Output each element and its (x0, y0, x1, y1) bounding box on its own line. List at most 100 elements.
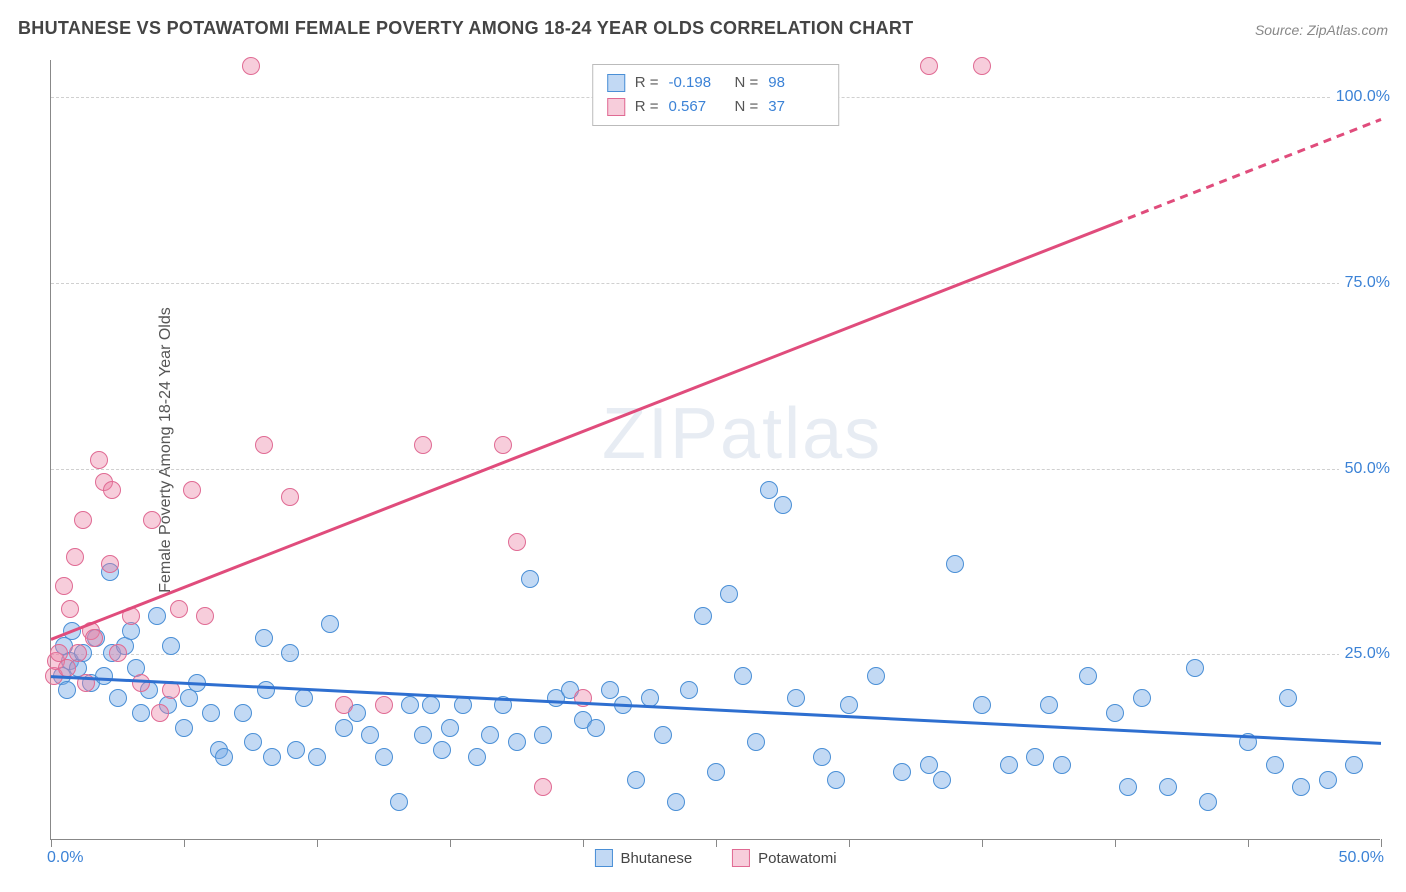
data-point-potawatomi (574, 689, 592, 707)
y-axis-title: Female Poverty Among 18-24 Year Olds (157, 307, 175, 593)
data-point-bhutanese (973, 696, 991, 714)
data-point-bhutanese (441, 719, 459, 737)
data-point-bhutanese (747, 733, 765, 751)
data-point-bhutanese (468, 748, 486, 766)
legend-item-potawatomi: Potawatomi (732, 849, 836, 867)
y-axis-tick-label: 75.0% (1339, 274, 1390, 292)
data-point-bhutanese (481, 726, 499, 744)
data-point-bhutanese (401, 696, 419, 714)
data-point-potawatomi (255, 436, 273, 454)
source-attribution: Source: ZipAtlas.com (1255, 22, 1388, 38)
correlation-legend: R = -0.198 N = 98 R = 0.567 N = 37 (592, 64, 840, 126)
n-label: N = (735, 95, 759, 119)
data-point-bhutanese (109, 689, 127, 707)
data-point-potawatomi (494, 436, 512, 454)
n-value-potawatomi: 37 (768, 95, 824, 119)
x-axis-tick (1115, 839, 1116, 847)
data-point-bhutanese (361, 726, 379, 744)
data-point-bhutanese (654, 726, 672, 744)
data-point-bhutanese (257, 681, 275, 699)
data-point-bhutanese (281, 644, 299, 662)
data-point-bhutanese (422, 696, 440, 714)
data-point-bhutanese (244, 733, 262, 751)
data-point-bhutanese (335, 719, 353, 737)
data-point-bhutanese (95, 667, 113, 685)
data-point-bhutanese (1159, 778, 1177, 796)
y-axis-tick-label: 100.0% (1330, 88, 1390, 106)
data-point-bhutanese (840, 696, 858, 714)
y-axis-tick-label: 50.0% (1339, 460, 1390, 478)
data-point-bhutanese (234, 704, 252, 722)
data-point-bhutanese (202, 704, 220, 722)
n-label: N = (735, 71, 759, 95)
data-point-bhutanese (454, 696, 472, 714)
data-point-bhutanese (601, 681, 619, 699)
data-point-bhutanese (1053, 756, 1071, 774)
data-point-bhutanese (946, 555, 964, 573)
data-point-bhutanese (667, 793, 685, 811)
swatch-potawatomi (732, 849, 750, 867)
data-point-potawatomi (103, 481, 121, 499)
x-axis-tick (849, 839, 850, 847)
data-point-bhutanese (162, 637, 180, 655)
trendline-potawatomi (51, 223, 1115, 639)
swatch-bhutanese (607, 74, 625, 92)
gridline-horizontal (51, 469, 1380, 470)
chart-plot-area: Female Poverty Among 18-24 Year Olds ZIP… (50, 60, 1380, 840)
data-point-bhutanese (263, 748, 281, 766)
data-point-bhutanese (1239, 733, 1257, 751)
data-point-potawatomi (74, 511, 92, 529)
data-point-potawatomi (101, 555, 119, 573)
data-point-bhutanese (1345, 756, 1363, 774)
data-point-bhutanese (148, 607, 166, 625)
data-point-bhutanese (933, 771, 951, 789)
data-point-bhutanese (867, 667, 885, 685)
y-axis-tick-label: 25.0% (1339, 645, 1390, 663)
gridline-horizontal (51, 283, 1380, 284)
watermark: ZIPatlas (602, 393, 882, 475)
legend-row-bhutanese: R = -0.198 N = 98 (607, 71, 825, 95)
x-axis-tick (184, 839, 185, 847)
x-axis-tick (317, 839, 318, 847)
data-point-bhutanese (414, 726, 432, 744)
data-point-potawatomi (973, 57, 991, 75)
data-point-potawatomi (109, 644, 127, 662)
x-axis-tick (982, 839, 983, 847)
data-point-bhutanese (132, 704, 150, 722)
data-point-potawatomi (508, 533, 526, 551)
data-point-bhutanese (494, 696, 512, 714)
data-point-bhutanese (1266, 756, 1284, 774)
data-point-potawatomi (920, 57, 938, 75)
x-axis-min-label: 0.0% (47, 849, 83, 867)
r-label: R = (635, 95, 659, 119)
data-point-bhutanese (1079, 667, 1097, 685)
data-point-bhutanese (760, 481, 778, 499)
data-point-bhutanese (893, 763, 911, 781)
x-axis-max-label: 50.0% (1339, 849, 1384, 867)
data-point-bhutanese (774, 496, 792, 514)
legend-label-bhutanese: Bhutanese (620, 850, 692, 867)
data-point-bhutanese (1000, 756, 1018, 774)
data-point-bhutanese (694, 607, 712, 625)
data-point-bhutanese (641, 689, 659, 707)
data-point-potawatomi (55, 577, 73, 595)
data-point-bhutanese (1106, 704, 1124, 722)
data-point-bhutanese (1319, 771, 1337, 789)
data-point-bhutanese (720, 585, 738, 603)
data-point-bhutanese (827, 771, 845, 789)
data-point-potawatomi (66, 548, 84, 566)
swatch-bhutanese (594, 849, 612, 867)
data-point-bhutanese (287, 741, 305, 759)
data-point-bhutanese (1186, 659, 1204, 677)
data-point-bhutanese (1279, 689, 1297, 707)
data-point-bhutanese (734, 667, 752, 685)
data-point-bhutanese (295, 689, 313, 707)
data-point-potawatomi (162, 681, 180, 699)
data-point-bhutanese (534, 726, 552, 744)
data-point-bhutanese (188, 674, 206, 692)
series-legend: Bhutanese Potawatomi (594, 849, 836, 867)
data-point-potawatomi (90, 451, 108, 469)
x-axis-tick (1248, 839, 1249, 847)
data-point-potawatomi (242, 57, 260, 75)
data-point-bhutanese (215, 748, 233, 766)
